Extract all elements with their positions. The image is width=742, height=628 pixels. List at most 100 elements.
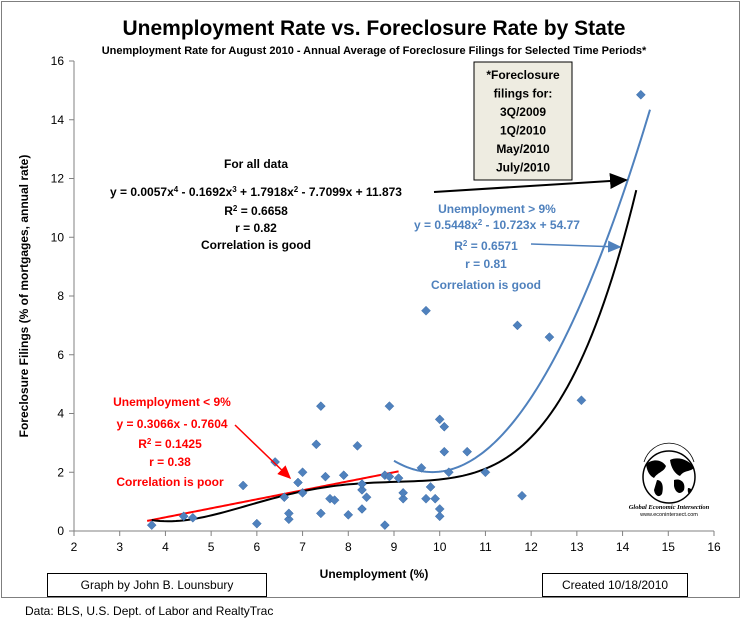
- data-point: [439, 421, 450, 432]
- data-point: [439, 446, 450, 457]
- data-point: [357, 504, 367, 514]
- credit-author-box: Graph by John B. Lounsbury: [47, 573, 267, 597]
- data-source: Data: BLS, U.S. Dept. of Labor and Realt…: [25, 604, 274, 618]
- data-point: [434, 511, 445, 522]
- x-tick-label: 11: [479, 540, 492, 554]
- data-point: [270, 457, 280, 467]
- trendline-all-data: [151, 189, 638, 523]
- footnote-line: 3Q/2009: [500, 105, 546, 119]
- x-tick-label: 13: [570, 540, 584, 554]
- footnote-line: July/2010: [496, 161, 550, 175]
- data-point: [636, 89, 646, 100]
- data-point: [444, 467, 454, 478]
- data-point: [343, 509, 354, 520]
- all-data-r2: R2 = 0.6658: [224, 204, 288, 219]
- created-date-box: Created 10/18/2010: [542, 573, 688, 597]
- data-point: [398, 487, 408, 498]
- data-point: [544, 332, 555, 342]
- y-tick-label: 4: [57, 407, 64, 421]
- data-point: [517, 490, 527, 501]
- below-9-heading: Unemployment < 9%: [113, 395, 231, 409]
- all-data-arrow: [433, 173, 628, 193]
- y-axis-title: Foreclosure Filings (% of mortgages, ann…: [17, 155, 31, 438]
- data-point: [146, 520, 157, 530]
- x-tick-label: 16: [707, 540, 721, 554]
- data-point: [338, 470, 349, 481]
- below-9-arrow: [234, 424, 292, 480]
- data-point: [293, 477, 303, 488]
- x-tick-label: 9: [391, 540, 398, 554]
- below-9-r2: R2 = 0.1425: [138, 437, 202, 452]
- footnote-line: May/2010: [496, 142, 550, 156]
- above-9-equation: y = 0.5448x2 - 10.723x + 54.77: [414, 218, 580, 233]
- data-point: [425, 482, 436, 492]
- above-9-r: r = 0.81: [465, 257, 507, 271]
- annotation-below-9: Unemployment < 9% y = 0.3066x - 0.7604 R…: [113, 395, 292, 489]
- x-tick-label: 5: [208, 540, 215, 554]
- data-point: [576, 395, 587, 406]
- trendline-above-9: [393, 109, 651, 474]
- x-tick-label: 2: [71, 540, 78, 554]
- logo-url: www.econintersect.com: [639, 512, 698, 518]
- below-9-equation: y = 0.3066x - 0.7604: [116, 417, 227, 431]
- data-point: [421, 305, 431, 316]
- data-point: [252, 518, 262, 529]
- above-9-r2: R2 = 0.6571: [454, 239, 518, 254]
- footnote-line: *Foreclosure: [486, 68, 560, 82]
- trendline-below-9: [146, 470, 399, 522]
- annotation-above-9: Unemployment > 9% y = 0.5448x2 - 10.723x…: [414, 202, 622, 292]
- data-point: [352, 440, 363, 451]
- y-tick-label: 14: [51, 113, 65, 127]
- y-tick-label: 2: [57, 465, 64, 479]
- y-tick-label: 16: [51, 54, 65, 68]
- data-point: [238, 480, 248, 491]
- below-9-verdict: Correlation is poor: [116, 475, 224, 489]
- footnote-line: filings for:: [494, 87, 553, 101]
- data-point: [284, 514, 294, 525]
- footnote-text: *Foreclosure filings for: 3Q/2009 1Q/2010 Ma…: [486, 68, 560, 175]
- y-tick-label: 6: [57, 348, 64, 362]
- all-data-equation: y = 0.0057x4 - 0.1692x3 + 1.7918x2 - 7.7…: [110, 185, 402, 200]
- data-point: [480, 467, 491, 478]
- x-tick-label: 10: [433, 540, 447, 554]
- chart-subtitle: Unemployment Rate for August 2010 - Annu…: [102, 45, 647, 57]
- footnote-box: [473, 61, 573, 181]
- logo-title: Global Economic Intersection: [629, 504, 710, 511]
- data-point: [297, 467, 308, 478]
- created-date: Created 10/18/2010: [561, 578, 669, 592]
- y-tick-label: 12: [51, 172, 65, 186]
- x-tick-label: 8: [345, 540, 352, 554]
- data-point: [393, 473, 404, 483]
- above-9-heading: Unemployment > 9%: [438, 202, 556, 216]
- data-point: [430, 493, 440, 504]
- footnote-line: 1Q/2010: [500, 124, 546, 138]
- x-axis-title: Unemployment (%): [320, 567, 429, 581]
- x-tick-label: 14: [616, 540, 630, 554]
- data-point: [462, 446, 472, 457]
- all-data-r: r = 0.82: [235, 221, 277, 235]
- data-point: [416, 462, 427, 473]
- data-point: [384, 401, 395, 412]
- x-tick-label: 4: [162, 540, 169, 554]
- annotation-all-data: For all data y = 0.0057x4 - 0.1692x3 + 1…: [110, 157, 628, 252]
- data-point: [421, 493, 431, 504]
- data-point: [320, 471, 331, 482]
- data-point: [316, 401, 326, 412]
- above-9-arrow: [530, 240, 622, 253]
- data-point: [316, 508, 326, 519]
- all-data-verdict: Correlation is good: [201, 238, 311, 252]
- below-9-r: r = 0.38: [149, 455, 191, 469]
- data-point: [178, 511, 189, 522]
- data-point: [329, 495, 340, 506]
- econintersect-logo: Global Economic Intersection www.econint…: [629, 442, 710, 518]
- data-point: [297, 487, 308, 498]
- data-point: [357, 485, 367, 495]
- data-point: [357, 479, 367, 489]
- data-point: [384, 471, 395, 482]
- data-point: [398, 493, 408, 504]
- data-point: [512, 320, 523, 331]
- chart-title: Unemployment Rate vs. Foreclosure Rate b…: [123, 17, 626, 40]
- data-point: [361, 492, 372, 503]
- data-point: [311, 439, 322, 450]
